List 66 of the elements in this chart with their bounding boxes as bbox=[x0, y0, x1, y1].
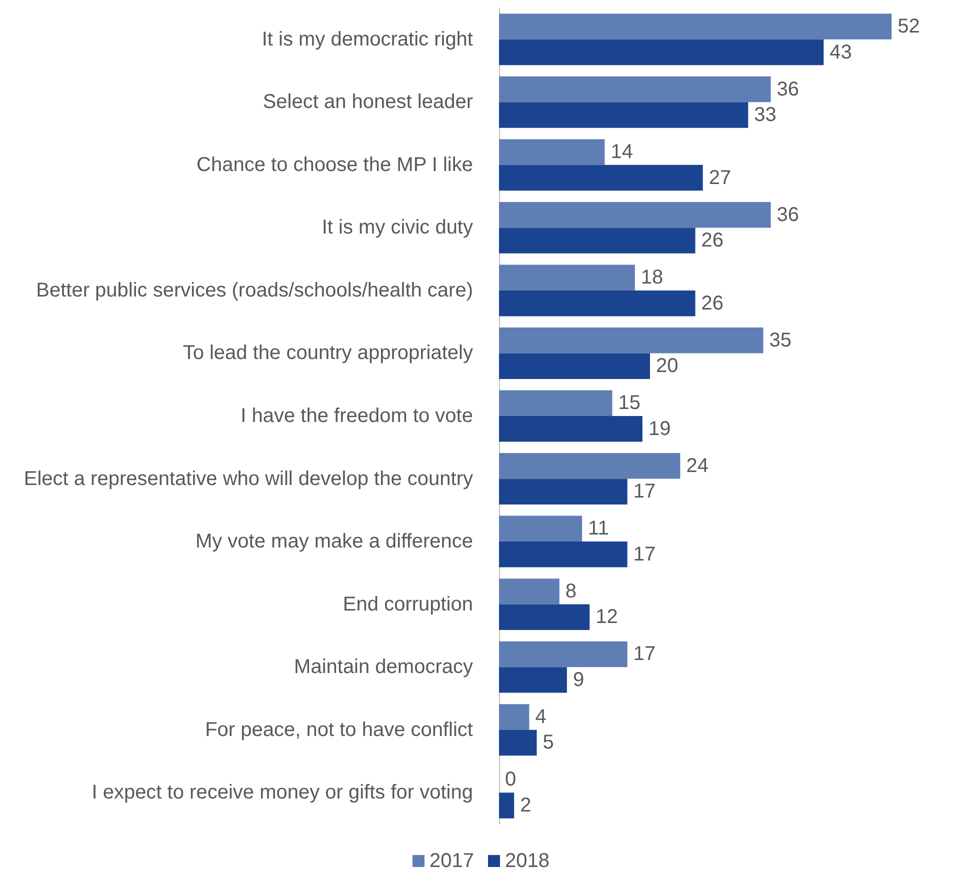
bar bbox=[499, 290, 696, 316]
data-label: 12 bbox=[596, 606, 618, 628]
bar bbox=[499, 39, 824, 66]
bar bbox=[499, 164, 703, 191]
legend-label: 2017 bbox=[430, 850, 474, 872]
bar bbox=[499, 228, 696, 254]
data-label: 27 bbox=[708, 166, 732, 189]
bar bbox=[499, 478, 628, 505]
y-tick-label: It is my civic duty bbox=[322, 216, 473, 239]
y-tick-label: Better public services (roads/schools/health care) bbox=[36, 279, 473, 302]
bar bbox=[499, 604, 590, 630]
data-label: 35 bbox=[769, 329, 792, 352]
bar bbox=[499, 704, 530, 730]
data-label: 15 bbox=[618, 392, 640, 414]
y-tick-label: End corruption bbox=[342, 593, 473, 616]
bar bbox=[499, 667, 567, 693]
bar bbox=[499, 792, 514, 818]
bar bbox=[499, 102, 748, 128]
bar bbox=[499, 390, 612, 416]
data-label: 17 bbox=[633, 480, 656, 503]
bar bbox=[499, 76, 771, 102]
bar bbox=[499, 516, 582, 542]
data-label: 4 bbox=[535, 706, 546, 728]
bar bbox=[499, 416, 642, 442]
data-label: 17 bbox=[633, 643, 656, 666]
bar bbox=[499, 139, 605, 165]
data-label: 24 bbox=[686, 454, 708, 477]
data-label: 8 bbox=[565, 580, 577, 602]
data-label: 9 bbox=[572, 668, 584, 691]
y-tick-label: My vote may make a difference bbox=[195, 530, 473, 553]
bar bbox=[499, 14, 892, 40]
data-label: 36 bbox=[776, 204, 800, 226]
bar bbox=[499, 730, 537, 756]
data-label: 18 bbox=[640, 266, 664, 289]
bar bbox=[499, 202, 771, 228]
data-label: 20 bbox=[656, 355, 678, 378]
y-tick-label: I have the freedom to vote bbox=[240, 405, 473, 427]
bar bbox=[499, 264, 635, 290]
data-label: 43 bbox=[830, 41, 852, 64]
bar bbox=[499, 542, 628, 568]
data-label: 14 bbox=[610, 141, 633, 164]
bar bbox=[499, 353, 650, 379]
y-tick-label: It is my democratic right bbox=[262, 28, 474, 50]
y-tick-label: Maintain democracy bbox=[294, 656, 473, 678]
data-label: 33 bbox=[754, 104, 776, 126]
bar bbox=[499, 327, 764, 354]
y-tick-label: I expect to receive money or gifts for voting bbox=[92, 782, 473, 804]
y-tick-label: Elect a representative who will develop the country bbox=[24, 468, 473, 490]
y-tick-label: For peace, not to have conflict bbox=[205, 718, 474, 741]
y-tick-label: To lead the country appropriately bbox=[182, 342, 473, 364]
data-label: 11 bbox=[588, 518, 609, 540]
legend-label: 2018 bbox=[505, 850, 550, 872]
data-label: 2 bbox=[520, 794, 532, 816]
data-label: 52 bbox=[898, 16, 920, 38]
bar bbox=[499, 641, 628, 668]
data-label: 36 bbox=[776, 78, 800, 100]
y-tick-label: Select an honest leader bbox=[262, 91, 474, 114]
bar bbox=[499, 578, 560, 604]
data-label: 26 bbox=[701, 230, 724, 252]
y-tick-label: Chance to choose the MP I like bbox=[196, 154, 473, 176]
data-label: 0 bbox=[505, 768, 516, 791]
bar bbox=[499, 453, 680, 479]
data-label: 19 bbox=[648, 418, 671, 440]
data-label: 5 bbox=[542, 732, 554, 754]
data-label: 17 bbox=[633, 543, 656, 566]
data-label: 26 bbox=[701, 292, 724, 314]
